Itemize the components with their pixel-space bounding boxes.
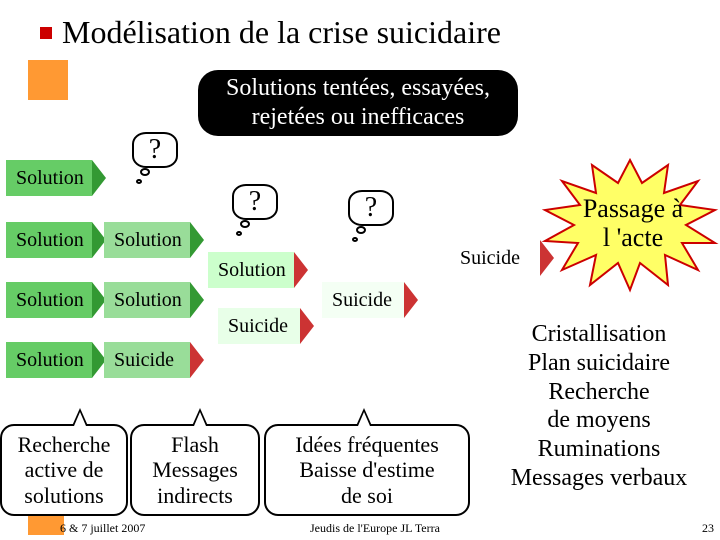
question-icon: ? xyxy=(232,184,278,220)
arrow-label: Solution xyxy=(16,229,84,252)
arrow-step: Suicide xyxy=(104,342,204,378)
arrow-step: Solution xyxy=(6,282,106,318)
arrow-label: Suicide xyxy=(460,247,520,270)
thought-bubble: ? xyxy=(132,132,178,168)
question-icon: ? xyxy=(348,190,394,226)
arrow-label: Solution xyxy=(16,167,84,190)
banner-solutions: Solutions tentées, essayées, rejetées ou… xyxy=(198,70,518,136)
speech-callout: FlashMessagesindirects xyxy=(130,424,260,516)
rt-line: Plan suicidaire xyxy=(484,349,714,378)
speech-line: indirects xyxy=(142,483,248,508)
speech-line: Baisse d'estime xyxy=(276,457,458,482)
arrow-step: Solution xyxy=(104,282,204,318)
slide-title-row: Modélisation de la crise suicidaire xyxy=(40,14,501,51)
arrow-step: Solution xyxy=(208,252,308,288)
speech-line: solutions xyxy=(12,483,116,508)
arrow-step: Solution xyxy=(104,222,204,258)
arrow-label: Suicide xyxy=(228,315,288,338)
speech-line: Idées fréquentes xyxy=(276,432,458,457)
thought-bubble: ? xyxy=(348,190,394,226)
rt-line: Cristallisation xyxy=(484,320,714,349)
banner-line2: rejetées ou inefficaces xyxy=(252,104,465,130)
arrow-label: Suicide xyxy=(114,349,174,372)
speech-line: Messages xyxy=(142,457,248,482)
thought-bubble: ? xyxy=(232,184,278,220)
slide-title: Modélisation de la crise suicidaire xyxy=(62,14,501,51)
arrow-step: Solution xyxy=(6,222,106,258)
rt-line: Ruminations xyxy=(484,435,714,464)
starburst-line1: Passage à xyxy=(583,194,683,223)
footer-left: 6 & 7 juillet 2007 xyxy=(60,521,145,536)
speech-line: Flash xyxy=(142,432,248,457)
arrow-step: Solution xyxy=(6,342,106,378)
rt-line: Recherche xyxy=(484,378,714,407)
arrow-label: Suicide xyxy=(332,289,392,312)
footer-right: 23 xyxy=(702,521,714,536)
arrow-label: Solution xyxy=(114,289,182,312)
arrow-label: Solution xyxy=(218,259,286,282)
speech-line: active de xyxy=(12,457,116,482)
starburst-line2: l 'acte xyxy=(603,223,663,252)
arrow-step: Suicide xyxy=(322,282,418,318)
starburst-callout: Passage à l 'acte xyxy=(550,165,720,285)
arrow-label: Solution xyxy=(114,229,182,252)
question-icon: ? xyxy=(132,132,178,168)
arrow-label: Solution xyxy=(16,289,84,312)
speech-line: de soi xyxy=(276,483,458,508)
rt-line: Messages verbaux xyxy=(484,464,714,493)
rt-line: de moyens xyxy=(484,406,714,435)
speech-callout: Rechercheactive desolutions xyxy=(0,424,128,516)
speech-line: Recherche xyxy=(12,432,116,457)
right-text-block: Cristallisation Plan suicidaire Recherch… xyxy=(484,320,714,493)
footer-center: Jeudis de l'Europe JL Terra xyxy=(310,521,440,536)
arrow-step: Suicide xyxy=(218,308,314,344)
arrow-step: Suicide xyxy=(450,240,554,276)
speech-callout: Idées fréquentesBaisse d'estimede soi xyxy=(264,424,470,516)
arrow-step: Solution xyxy=(6,160,106,196)
arrow-label: Solution xyxy=(16,349,84,372)
banner-line1: Solutions tentées, essayées, xyxy=(226,75,490,101)
bullet-icon xyxy=(40,27,52,39)
accent-bar xyxy=(28,60,68,100)
